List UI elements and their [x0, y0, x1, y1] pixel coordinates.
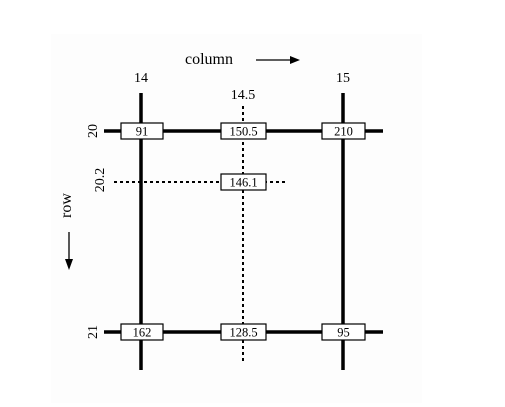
value-box-r20-c15: 210	[321, 122, 366, 140]
svg-text:95: 95	[337, 326, 350, 340]
column-label-15: 15	[336, 71, 350, 86]
svg-text:150.5: 150.5	[229, 125, 257, 139]
column-label-14-5: 14.5	[231, 88, 256, 103]
row-arrow-icon	[65, 232, 73, 270]
svg-text:91: 91	[136, 125, 149, 139]
column-arrow-icon	[256, 56, 300, 64]
svg-text:210: 210	[334, 125, 353, 139]
svg-text:162: 162	[133, 326, 152, 340]
value-box-r20-c14: 91	[120, 122, 164, 140]
column-axis-label: column	[185, 51, 233, 68]
row-axis-label: row	[58, 193, 75, 218]
value-box-r202-c145: 146.1	[220, 173, 267, 191]
value-box-r21-c145: 128.5	[220, 323, 267, 341]
value-box-r21-c15: 95	[321, 323, 366, 341]
column-label-14: 14	[134, 71, 148, 86]
svg-text:128.5: 128.5	[229, 326, 257, 340]
row-label-20-2: 20.2	[93, 168, 108, 193]
row-label-21: 21	[86, 325, 101, 339]
svg-text:146.1: 146.1	[229, 176, 257, 190]
value-box-r20-c145: 150.5	[220, 122, 267, 140]
diagram-panel	[51, 34, 422, 403]
row-label-20: 20	[86, 124, 101, 138]
value-box-r21-c14: 162	[120, 323, 164, 341]
